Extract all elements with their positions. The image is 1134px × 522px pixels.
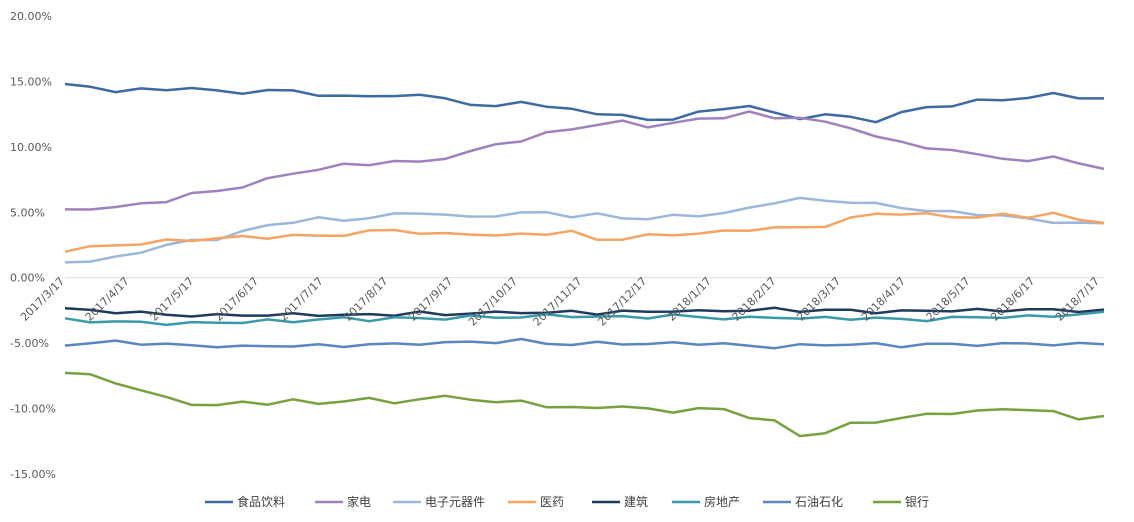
legend-label: 电子元器件 (425, 495, 485, 509)
legend-label: 家电 (347, 494, 371, 509)
legend-label: 食品饮料 (237, 494, 285, 509)
y-axis: 20.00% 15.00% 10.00% 5.00% 0.00% -5.00% -10.00… (10, 10, 56, 481)
y-tick-label: 0.00% (10, 272, 45, 285)
x-tick-label: 2018/7/17 (1053, 275, 1102, 324)
series-line (64, 82, 1104, 124)
x-tick-label: 2017/10/17 (466, 275, 520, 329)
series-line (64, 337, 1105, 350)
legend-label: 石油石化 (795, 495, 843, 509)
series-line (64, 306, 1105, 318)
y-tick-label: 5.00% (10, 206, 45, 219)
series-line (64, 310, 1105, 327)
y-tick-label: -5.00% (10, 337, 49, 350)
legend-label: 建筑 (624, 494, 648, 509)
legend-label: 医药 (540, 495, 564, 509)
series-line (64, 196, 1105, 264)
legend: 食品饮料 家电 电子元器件 医药 建筑 房地产 石油石化 银行 (205, 494, 929, 509)
series-line (64, 211, 1105, 253)
y-tick-label: -15.00% (10, 468, 56, 481)
y-tick-label: 20.00% (10, 10, 52, 23)
y-tick-label: 15.00% (10, 75, 52, 88)
y-tick-label: 10.00% (10, 141, 52, 154)
series-line (64, 110, 1105, 211)
series-line (64, 371, 1105, 438)
legend-label: 银行 (905, 495, 929, 509)
x-tick-label: 2017/12/17 (595, 275, 649, 329)
x-tick-label: 2017/11/17 (531, 275, 585, 329)
x-tick-label: 2018/4/17 (859, 275, 908, 324)
legend-label: 房地产 (704, 494, 740, 509)
series-layer (64, 82, 1105, 438)
x-axis: 2017/3/17 2017/4/17 2017/5/17 2017/6/17 2017… (18, 275, 1102, 329)
y-tick-label: -10.00% (10, 403, 56, 416)
x-tick-label: 2017/8/17 (341, 275, 390, 324)
x-tick-label: 2017/4/17 (83, 275, 132, 324)
x-tick-label: 2017/9/17 (406, 275, 455, 324)
